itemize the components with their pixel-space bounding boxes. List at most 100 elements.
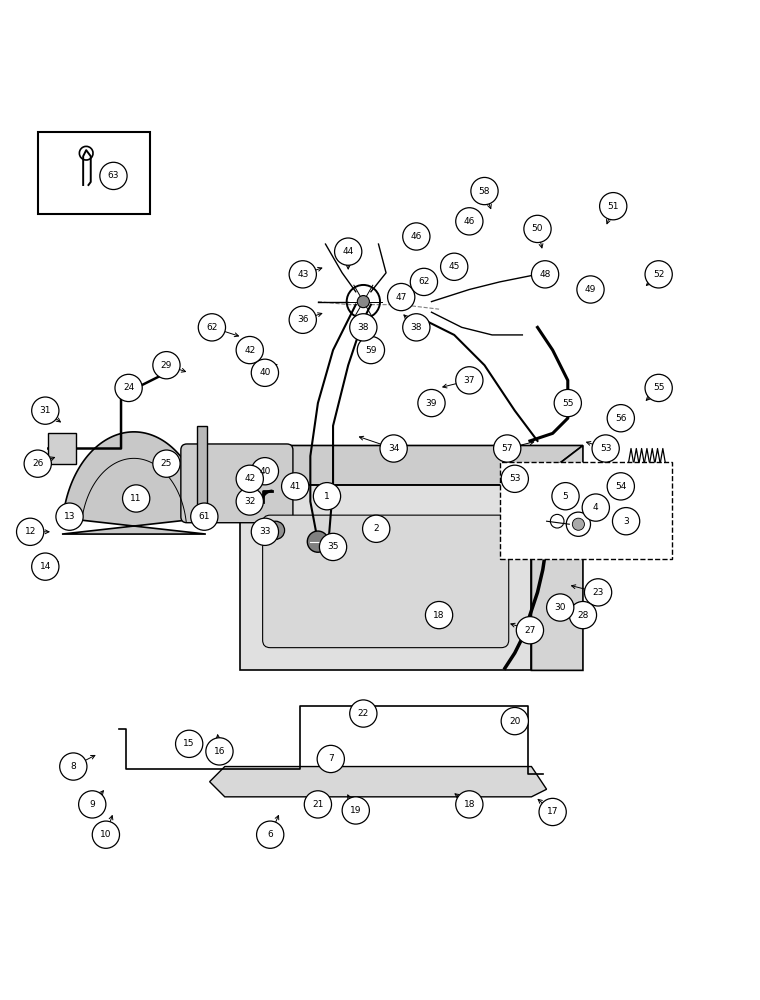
Text: 17: 17 — [547, 807, 559, 816]
Text: 38: 38 — [358, 323, 369, 332]
Text: 46: 46 — [464, 217, 475, 226]
Circle shape — [176, 730, 203, 757]
Text: 11: 11 — [131, 494, 142, 503]
Circle shape — [122, 485, 150, 512]
Text: 51: 51 — [607, 202, 619, 211]
Text: 40: 40 — [259, 368, 271, 377]
Circle shape — [501, 465, 528, 492]
Text: 53: 53 — [600, 444, 611, 453]
Text: 42: 42 — [244, 474, 255, 483]
Circle shape — [206, 738, 233, 765]
Text: 29: 29 — [161, 361, 173, 370]
Circle shape — [334, 238, 362, 265]
Text: 62: 62 — [206, 323, 217, 332]
Circle shape — [78, 791, 106, 818]
Text: 45: 45 — [448, 262, 460, 271]
Circle shape — [56, 503, 83, 530]
Text: 61: 61 — [198, 512, 210, 521]
Polygon shape — [210, 767, 546, 797]
Text: 32: 32 — [244, 497, 255, 506]
Polygon shape — [62, 432, 206, 534]
Text: 46: 46 — [410, 232, 422, 241]
Text: 63: 63 — [108, 171, 119, 180]
Text: 25: 25 — [161, 459, 173, 468]
Text: 42: 42 — [244, 346, 255, 355]
Text: 23: 23 — [592, 588, 603, 597]
Circle shape — [60, 753, 87, 780]
Text: 62: 62 — [418, 277, 429, 286]
Circle shape — [252, 359, 278, 386]
Circle shape — [531, 261, 559, 288]
Text: 52: 52 — [653, 270, 664, 279]
Bar — [499, 462, 673, 559]
Text: 33: 33 — [259, 527, 271, 536]
Text: 9: 9 — [90, 800, 95, 809]
Circle shape — [289, 306, 316, 333]
Circle shape — [539, 798, 566, 826]
Text: 48: 48 — [540, 270, 551, 279]
Circle shape — [569, 601, 597, 629]
Circle shape — [546, 594, 574, 621]
Text: 41: 41 — [290, 482, 301, 491]
Text: 44: 44 — [343, 247, 354, 256]
Circle shape — [441, 253, 468, 280]
Text: 53: 53 — [509, 474, 521, 483]
Text: 8: 8 — [71, 762, 76, 771]
Circle shape — [191, 503, 218, 530]
Text: 19: 19 — [350, 806, 362, 815]
Circle shape — [100, 162, 127, 190]
Text: 38: 38 — [410, 323, 422, 332]
Circle shape — [501, 707, 528, 735]
Circle shape — [115, 374, 142, 402]
Bar — [38, 132, 150, 214]
Circle shape — [32, 397, 59, 424]
Text: 47: 47 — [395, 293, 407, 302]
FancyBboxPatch shape — [263, 515, 508, 648]
Circle shape — [600, 193, 627, 220]
Text: 34: 34 — [388, 444, 399, 453]
Text: 12: 12 — [24, 527, 36, 536]
Text: 5: 5 — [562, 492, 568, 501]
Polygon shape — [197, 426, 207, 517]
Text: 24: 24 — [123, 383, 135, 392]
Circle shape — [607, 473, 635, 500]
Circle shape — [456, 791, 483, 818]
Text: 28: 28 — [578, 611, 589, 620]
Circle shape — [304, 791, 331, 818]
Text: 21: 21 — [312, 800, 324, 809]
Text: 15: 15 — [183, 739, 195, 748]
Circle shape — [236, 488, 264, 515]
Text: 30: 30 — [555, 603, 566, 612]
Text: 4: 4 — [593, 503, 599, 512]
FancyBboxPatch shape — [181, 444, 293, 523]
Text: 57: 57 — [502, 444, 513, 453]
Circle shape — [236, 336, 264, 364]
Text: 22: 22 — [358, 709, 369, 718]
Circle shape — [236, 465, 264, 492]
Circle shape — [645, 261, 673, 288]
FancyBboxPatch shape — [240, 485, 531, 670]
Text: 35: 35 — [328, 542, 339, 551]
Text: 58: 58 — [479, 187, 490, 196]
Circle shape — [252, 518, 278, 545]
Circle shape — [524, 215, 551, 243]
Text: 6: 6 — [268, 830, 273, 839]
Text: 1: 1 — [324, 492, 330, 501]
Circle shape — [357, 296, 369, 308]
Circle shape — [418, 389, 445, 417]
Text: 18: 18 — [433, 611, 445, 620]
Circle shape — [32, 553, 59, 580]
Text: 3: 3 — [623, 517, 629, 526]
Circle shape — [17, 518, 44, 545]
Circle shape — [24, 450, 52, 477]
Circle shape — [456, 208, 483, 235]
Polygon shape — [531, 445, 583, 670]
Circle shape — [92, 821, 119, 848]
Circle shape — [572, 518, 584, 530]
Circle shape — [456, 367, 483, 394]
Text: 37: 37 — [464, 376, 475, 385]
Circle shape — [307, 531, 328, 552]
Text: 31: 31 — [40, 406, 51, 415]
Polygon shape — [240, 445, 583, 485]
Circle shape — [153, 450, 180, 477]
